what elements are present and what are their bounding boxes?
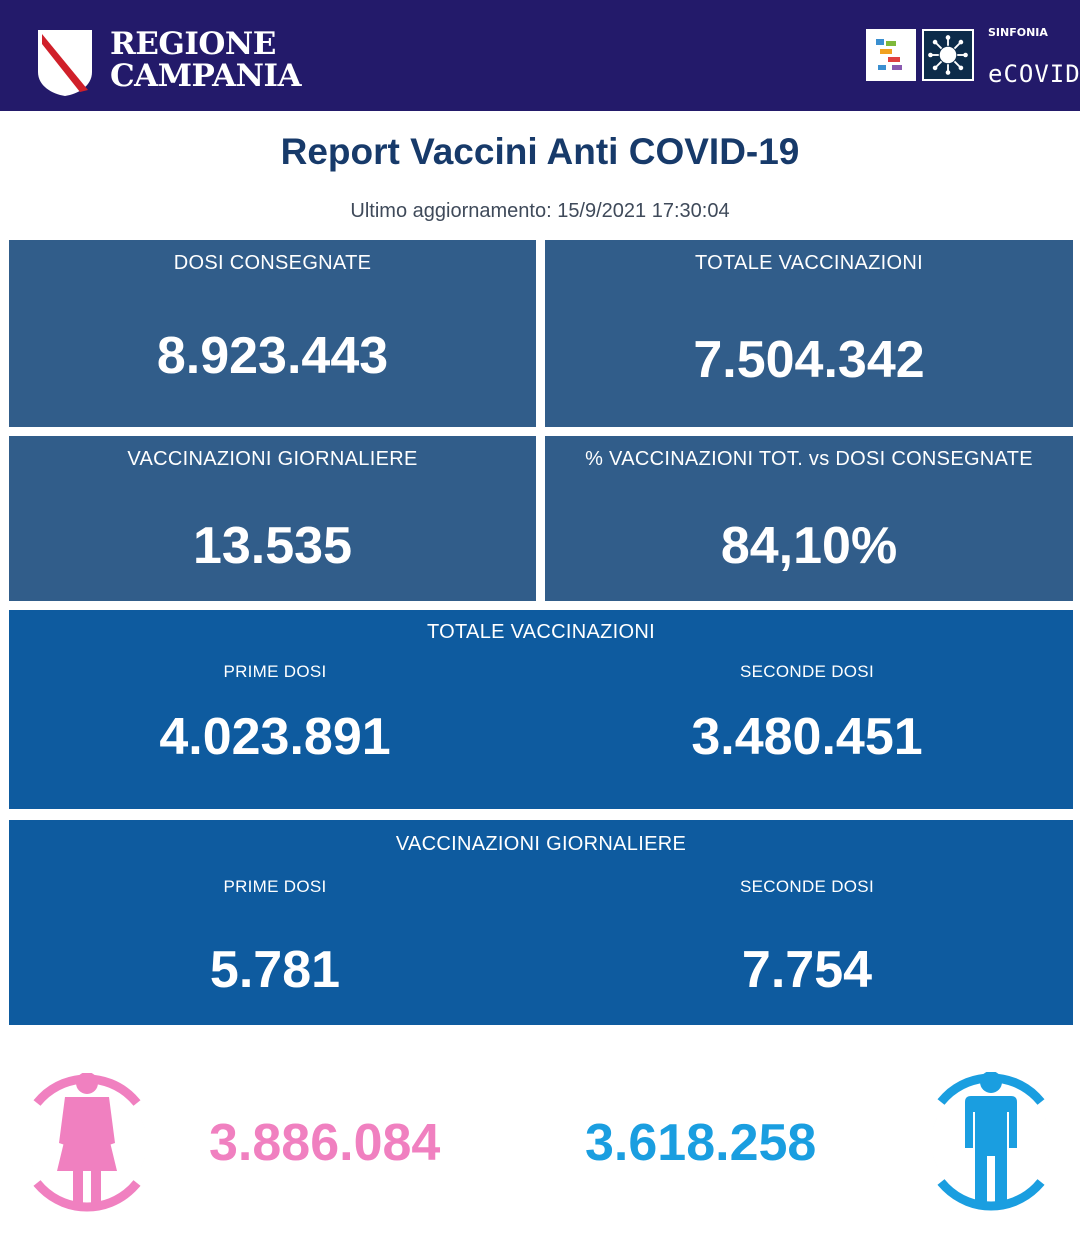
prime-dosi-value: 4.023.891 xyxy=(159,708,391,766)
sinfonia-logo-icon xyxy=(866,29,916,81)
prime-dosi-label: PRIME DOSI xyxy=(223,877,327,896)
sinfonia-label: SINFONIA xyxy=(988,26,1048,39)
seconde-dosi-value: 3.480.451 xyxy=(691,708,923,766)
female-person-icon xyxy=(18,1073,156,1212)
virus-logo-icon xyxy=(922,29,974,81)
card-percentuale: % VACCINAZIONI TOT. vs DOSI CONSEGNATE 8… xyxy=(545,436,1073,601)
seconde-dosi-label: SECONDE DOSI xyxy=(740,662,874,681)
last-update: Ultimo aggiornamento: 15/9/2021 17:30:04 xyxy=(350,200,730,222)
female-count: 3.886.084 xyxy=(209,1114,441,1172)
panel-title: TOTALE VACCINAZIONI xyxy=(427,621,655,643)
card-vaccinazioni-giornaliere: VACCINAZIONI GIORNALIERE 13.535 xyxy=(9,436,536,601)
card-value: 13.535 xyxy=(192,517,353,575)
region-name-line2: CAMPANIA xyxy=(110,58,302,94)
card-label: VACCINAZIONI GIORNALIERE xyxy=(127,448,418,470)
card-totale-vaccinazioni: TOTALE VACCINAZIONI 7.504.342 xyxy=(545,240,1073,427)
card-value: 84,10% xyxy=(720,517,898,575)
prime-dosi-value: 5.781 xyxy=(209,941,341,999)
card-label: % VACCINAZIONI TOT. vs DOSI CONSEGNATE xyxy=(585,448,1033,470)
region-name-line1: REGIONE xyxy=(110,26,276,62)
panel-title: VACCINAZIONI GIORNALIERE xyxy=(395,833,687,855)
page-title: Report Vaccini Anti COVID-19 xyxy=(280,131,800,172)
region-shield-icon xyxy=(38,30,92,96)
card-label: TOTALE VACCINAZIONI xyxy=(695,252,923,274)
male-person-icon xyxy=(922,1072,1060,1211)
seconde-dosi-value: 7.754 xyxy=(741,941,873,999)
card-value: 7.504.342 xyxy=(693,331,925,389)
seconde-dosi-label: SECONDE DOSI xyxy=(740,877,874,896)
card-value: 8.923.443 xyxy=(156,327,389,385)
panel-totale-vaccinazioni: TOTALE VACCINAZIONI PRIME DOSI SECONDE D… xyxy=(9,610,1073,809)
prime-dosi-label: PRIME DOSI xyxy=(223,662,327,681)
ecovid-label: eCOVID xyxy=(988,60,1080,88)
region-name: REGIONE CAMPANIA xyxy=(110,26,302,94)
card-dosi-consegnate: DOSI CONSEGNATE 8.923.443 xyxy=(9,240,536,427)
card-label: DOSI CONSEGNATE xyxy=(173,252,372,274)
male-count: 3.618.258 xyxy=(585,1114,817,1172)
panel-vaccinazioni-giornaliere: VACCINAZIONI GIORNALIERE PRIME DOSI SECO… xyxy=(9,820,1073,1025)
header-bar: REGIONE CAMPANIA SINFONIA eCOVID xyxy=(0,0,1080,111)
